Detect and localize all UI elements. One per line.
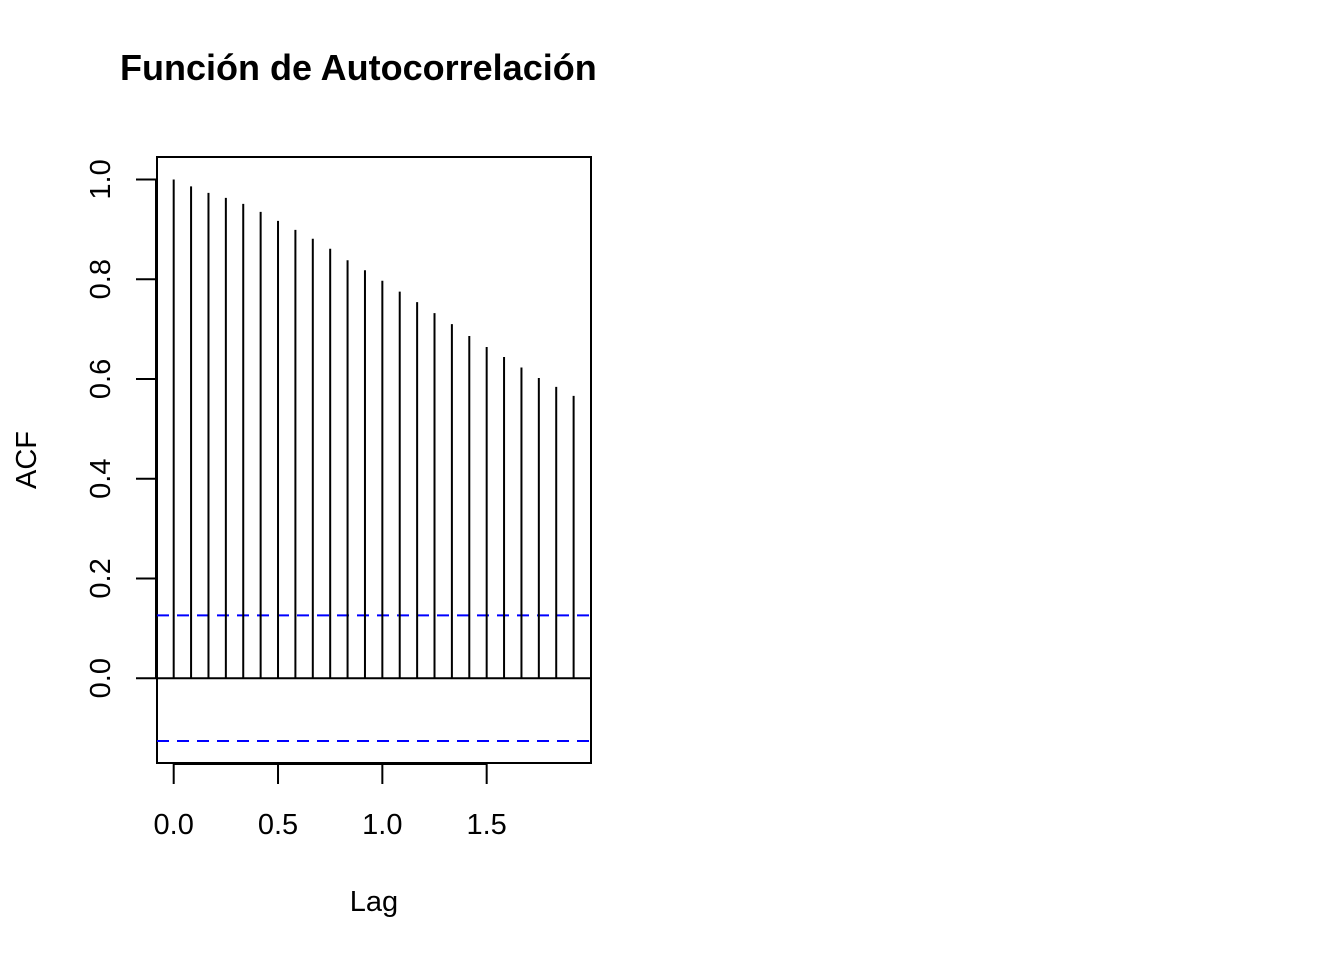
- y-tick-label: 0.2: [85, 558, 117, 598]
- x-axis: 0.0 0.5 1.0 1.5: [154, 763, 507, 841]
- x-tick-label: 0.0: [154, 809, 194, 841]
- y-tick-label: 0.4: [85, 459, 117, 499]
- y-tick-label: 1.0: [85, 159, 117, 199]
- y-tick-label: 0.6: [85, 359, 117, 399]
- x-tick-label: 1.0: [362, 809, 402, 841]
- x-tick-label: 0.5: [258, 809, 298, 841]
- chart-title: Función de Autocorrelación: [120, 47, 597, 88]
- x-tick-label: 1.5: [467, 809, 507, 841]
- y-axis-label: ACF: [11, 431, 43, 489]
- y-tick-label: 0.0: [85, 658, 117, 698]
- x-axis-label: Lag: [350, 886, 398, 918]
- plot-frame: [156, 156, 592, 764]
- y-tick-label: 0.8: [85, 259, 117, 299]
- y-axis: 0.0 0.2 0.4 0.6 0.8 1.0: [85, 159, 157, 698]
- plot-content: [157, 179, 591, 743]
